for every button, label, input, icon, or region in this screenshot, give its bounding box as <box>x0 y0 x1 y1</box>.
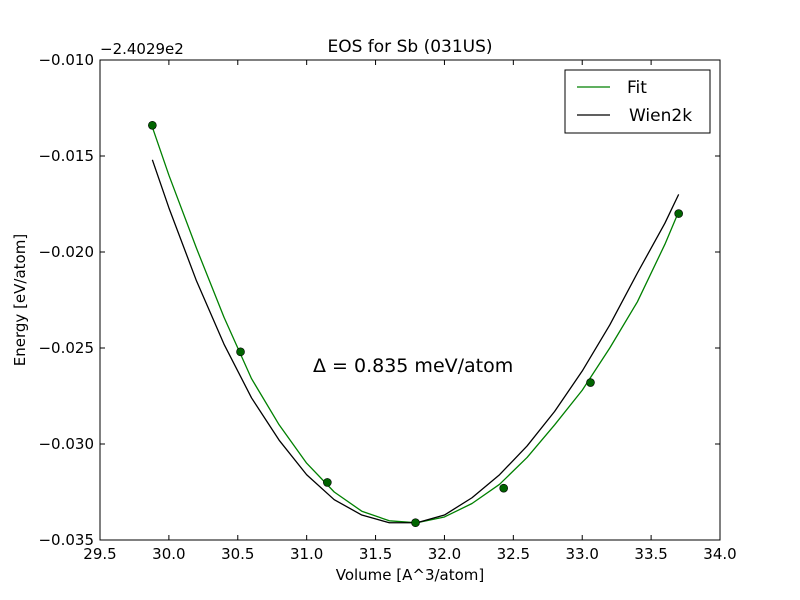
plot-area: 29.5 30.0 30.5 31.0 31.5 32.0 32.5 33.0 33.5 34.0… <box>38 51 736 563</box>
x-tick-label: 31.5 <box>359 545 392 563</box>
x-tick-label: 30.0 <box>152 545 185 563</box>
data-point <box>586 378 595 387</box>
data-point <box>411 518 420 528</box>
legend: Fit Wien2k <box>564 69 711 134</box>
y-tick-label: −0.015 <box>38 147 94 165</box>
y-tick-label: −0.010 <box>38 51 94 69</box>
y-tick-label: −0.020 <box>38 243 94 261</box>
x-tick-label: 33.0 <box>566 545 599 563</box>
legend-fit-label: Fit <box>627 78 647 98</box>
x-tick-label: 31.0 <box>290 545 323 563</box>
y-axis-label: Energy [eV/atom] <box>11 234 29 366</box>
x-tick-label: 32.5 <box>497 545 530 563</box>
data-point <box>674 209 683 218</box>
y-tick-label: −0.035 <box>38 531 94 549</box>
y-tick-label: −0.030 <box>38 435 94 453</box>
data-point <box>148 120 157 130</box>
x-tick-label: 29.5 <box>83 545 116 563</box>
x-tick-label: 32.0 <box>428 545 461 563</box>
y-offset-label: −2.4029e2 <box>100 40 184 58</box>
x-tick-label: 34.0 <box>703 545 736 563</box>
x-tick-label: 30.5 <box>221 545 254 563</box>
x-axis-label: Volume [A^3/atom] <box>336 566 485 584</box>
axes-frame <box>99 59 721 541</box>
data-point <box>323 478 332 487</box>
legend-box <box>564 69 711 134</box>
x-tick-label: 33.5 <box>634 545 667 563</box>
data-point <box>236 347 245 357</box>
chart-title: EOS for Sb (031US) <box>327 37 492 57</box>
data-point <box>499 483 508 493</box>
legend-wien2k-label: Wien2k <box>629 106 692 126</box>
delta-annotation: Δ = 0.835 meV/atom <box>313 355 513 377</box>
y-tick-label: −0.025 <box>38 339 94 357</box>
